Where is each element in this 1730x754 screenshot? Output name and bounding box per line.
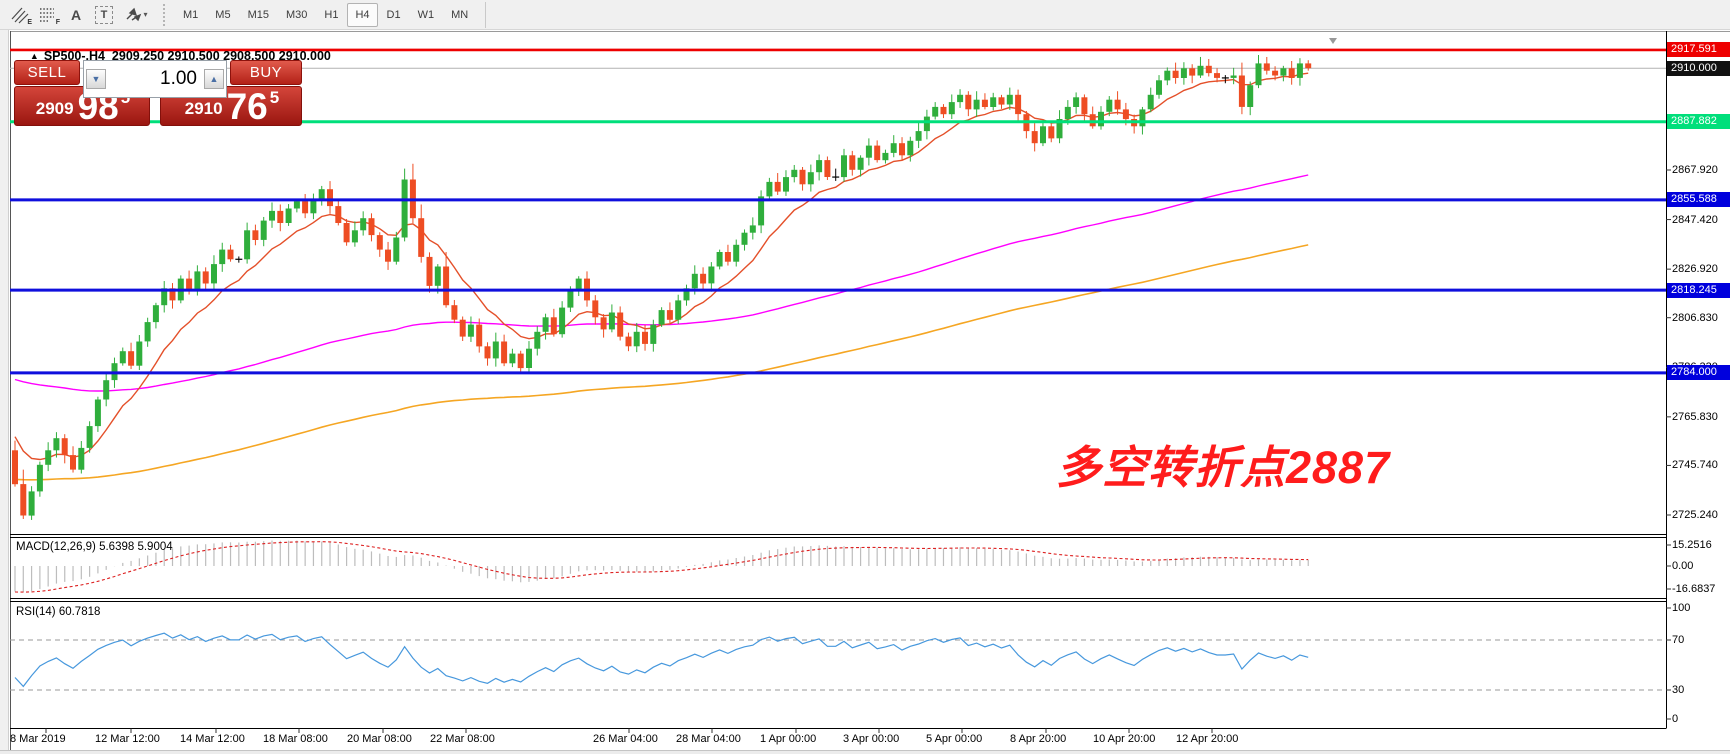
volume-input[interactable] (108, 67, 202, 91)
tf-button-m5[interactable]: M5 (215, 8, 231, 21)
toolbar-separator (485, 1, 487, 28)
timeframe-group: M1 M5 M15 M30 H1 H4 D1 W1 MN (175, 2, 477, 27)
tf-button-w1[interactable]: W1 (417, 8, 435, 21)
sell-button[interactable]: SELL (14, 60, 80, 85)
tf-button-h4[interactable]: H4 (347, 2, 378, 27)
rsi-label: RSI(14) 60.7818 (16, 606, 101, 618)
sell-price-small: 2909 (35, 99, 74, 118)
text-label-icon[interactable]: A (70, 6, 82, 23)
tf-button-m30[interactable]: M30 (285, 8, 308, 21)
volume-box: ▼ ▲ (83, 60, 227, 98)
buy-button[interactable]: BUY (230, 60, 302, 85)
oct-collapse-arrow[interactable]: ▲ (29, 51, 39, 61)
tf-button-d1[interactable]: D1 (386, 8, 401, 21)
tf-button-m1[interactable]: M1 (183, 8, 199, 21)
arrows-dropdown-caret[interactable]: ▾ (143, 10, 148, 19)
buy-price-sup: 5 (269, 88, 280, 107)
tf-button-m15[interactable]: M15 (247, 8, 269, 21)
fibonacci-icon[interactable]: F (40, 7, 60, 26)
arrows-icon[interactable]: ▾ (118, 3, 154, 27)
chart-annotation: 多空转折点2887 (1056, 442, 1391, 493)
equidistant-channel-icon[interactable]: E (6, 3, 34, 27)
tf-button-mn[interactable]: MN (451, 8, 469, 21)
chart-title: ▲ SP500-,H4 2909.250 2910.500 2908.500 29… (16, 35, 331, 77)
toolbar: E F A T ▾ M1 M5 M15 M30 H1 H4 D1 W1 MN (0, 0, 1730, 30)
volume-decrease-button[interactable]: ▼ (86, 69, 106, 89)
buy-price-small: 2910 (184, 99, 223, 118)
macd-label: MACD(12,26,9) 5.6398 5.9004 (16, 541, 173, 553)
chart-title-text: SP500-,H4 2909.250 2910.500 2908.500 291… (43, 49, 331, 63)
left-panel-edge[interactable] (0, 30, 9, 754)
tf-button-h1[interactable]: H1 (324, 8, 339, 21)
toolbar-gripper[interactable] (163, 3, 168, 26)
volume-increase-button[interactable]: ▲ (204, 69, 224, 89)
text-box-icon[interactable]: T (90, 3, 118, 27)
buy-price-big: 76 (226, 85, 268, 127)
